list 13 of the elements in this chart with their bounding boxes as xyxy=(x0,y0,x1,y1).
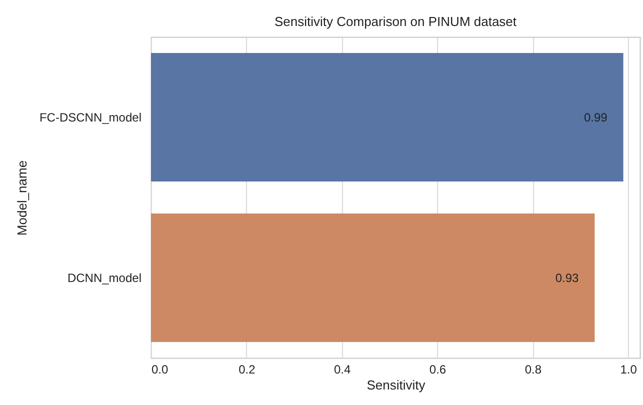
y-tick-label: DCNN_model xyxy=(67,270,142,285)
data-label: 0.99 xyxy=(584,110,608,124)
x-tick-label: 0.0 xyxy=(152,362,169,376)
y-tick-label: FC-DSCNN_model xyxy=(39,110,142,124)
chart-title: Sensitivity Comparison on PINUM dataset xyxy=(274,14,517,29)
x-axis-title: Sensitivity xyxy=(366,378,426,392)
data-label: 0.93 xyxy=(555,270,579,285)
x-tick-label: 0.6 xyxy=(429,362,446,376)
x-tick-label: 0.8 xyxy=(524,362,542,376)
x-tick-label: 0.2 xyxy=(238,362,256,376)
x-tick-label: 0.4 xyxy=(334,362,351,376)
y-axis-title: Model_name xyxy=(14,160,30,236)
x-tick-label: 1.0 xyxy=(620,362,638,376)
